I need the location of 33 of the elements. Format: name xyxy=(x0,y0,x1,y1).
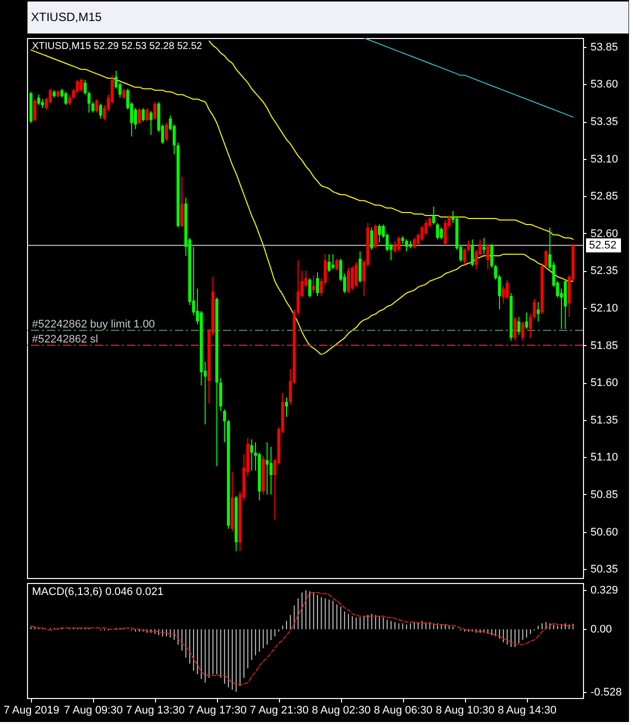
y-tick-label: 51.10 xyxy=(590,452,618,464)
y-tick-label: 53.10 xyxy=(590,153,618,166)
y-tick-label: 51.60 xyxy=(590,377,618,390)
y-tick-label: 53.60 xyxy=(590,78,618,91)
y-tick-label: 50.35 xyxy=(590,564,618,576)
y-tick-label: 0.329 xyxy=(590,584,618,597)
x-tick-label: 8 Aug 10:30 xyxy=(436,704,495,716)
chart-subtitle: XTIUSD,M15 52.29 52.53 52.28 52.52 xyxy=(32,41,203,52)
x-tick-label: 7 Aug 17:30 xyxy=(188,704,247,716)
y-tick-label: 52.35 xyxy=(590,265,618,278)
x-tick-label: 8 Aug 06:30 xyxy=(374,704,433,716)
x-tick-label: 7 Aug 21:30 xyxy=(250,704,309,716)
y-tick-label: 0.00 xyxy=(590,624,612,636)
chart-title: XTIUSD,M15 xyxy=(31,10,102,24)
chart-title: MACD(6,13,6) 0.046 0.021 xyxy=(32,586,164,598)
y-tick-label: 52.85 xyxy=(590,190,618,203)
x-tick-label: 7 Aug 09:30 xyxy=(64,704,123,716)
ref-line-label: 52.52 xyxy=(589,239,617,252)
y-tick-label: 53.35 xyxy=(590,116,618,128)
x-tick-label: 7 Aug 2019 xyxy=(4,704,60,716)
y-tick-label: 51.85 xyxy=(590,340,618,352)
x-tick-label: 8 Aug 02:30 xyxy=(312,704,371,716)
y-tick-label: 52.10 xyxy=(590,302,618,314)
y-tick-label: 52.60 xyxy=(590,228,618,240)
y-tick-label: 50.85 xyxy=(590,488,618,501)
ref-line-label: #52242862 sl xyxy=(32,333,98,346)
y-tick-label: 51.35 xyxy=(590,414,618,426)
y-tick-label: 53.85 xyxy=(590,41,618,54)
x-tick-label: 7 Aug 13:30 xyxy=(126,704,185,716)
x-tick-label: 8 Aug 14:30 xyxy=(498,704,556,716)
ref-line-label: #52242862 buy limit 1.00 xyxy=(32,318,155,330)
y-tick-label: 50.60 xyxy=(590,526,618,538)
y-tick-label: -0.528 xyxy=(590,686,622,698)
